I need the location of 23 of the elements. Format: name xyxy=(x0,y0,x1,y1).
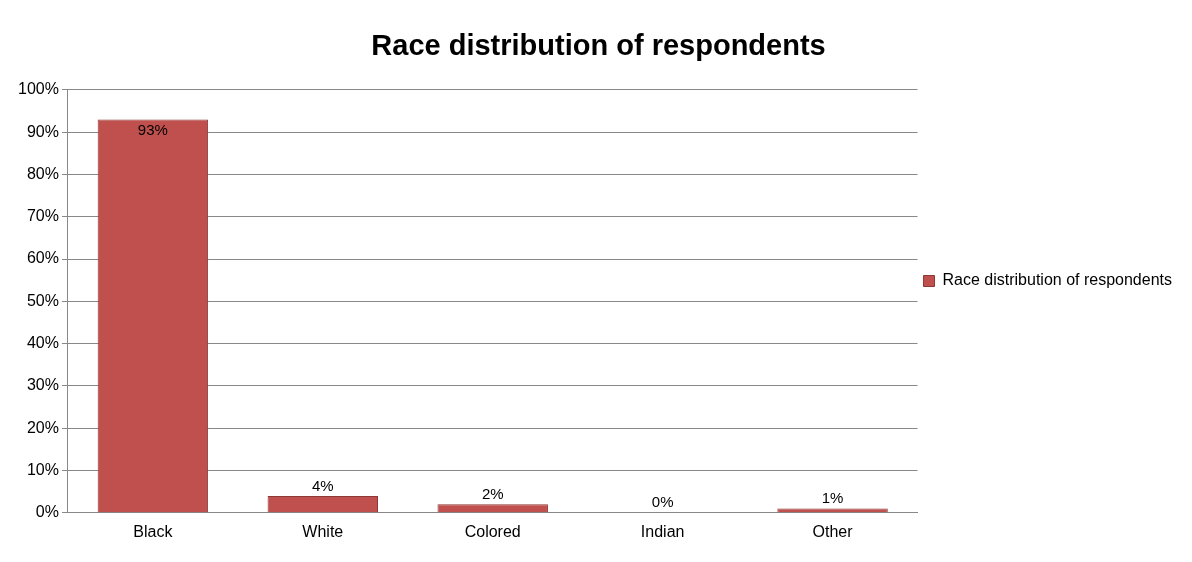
data-label: 1% xyxy=(821,489,844,507)
chart-title: Race distribution of respondents xyxy=(371,29,826,62)
data-label: 4% xyxy=(311,476,334,494)
x-tick-label: Colored xyxy=(464,522,521,540)
data-label: 93% xyxy=(137,121,168,139)
y-tick-label: 80% xyxy=(26,164,59,182)
x-tick-label: Black xyxy=(133,522,174,540)
y-tick-label: 70% xyxy=(26,207,59,225)
y-tick-label: 40% xyxy=(26,334,59,352)
legend-label: Race distribution of respondents xyxy=(942,271,1172,289)
y-tick-label: 10% xyxy=(26,460,59,478)
y-tick-label: 90% xyxy=(26,122,59,140)
y-tick-label: 30% xyxy=(26,376,59,394)
data-label: 0% xyxy=(651,493,674,511)
x-tick-label: Indian xyxy=(640,522,685,540)
y-tick-label: 50% xyxy=(26,291,59,309)
y-tick-label: 0% xyxy=(35,503,59,521)
y-tick-label: 100% xyxy=(18,80,59,98)
y-tick-label: 20% xyxy=(26,418,59,436)
y-tick-label: 60% xyxy=(26,249,59,267)
x-tick-label: Other xyxy=(812,522,854,540)
data-label: 2% xyxy=(481,484,504,502)
x-tick-label: White xyxy=(302,522,344,540)
